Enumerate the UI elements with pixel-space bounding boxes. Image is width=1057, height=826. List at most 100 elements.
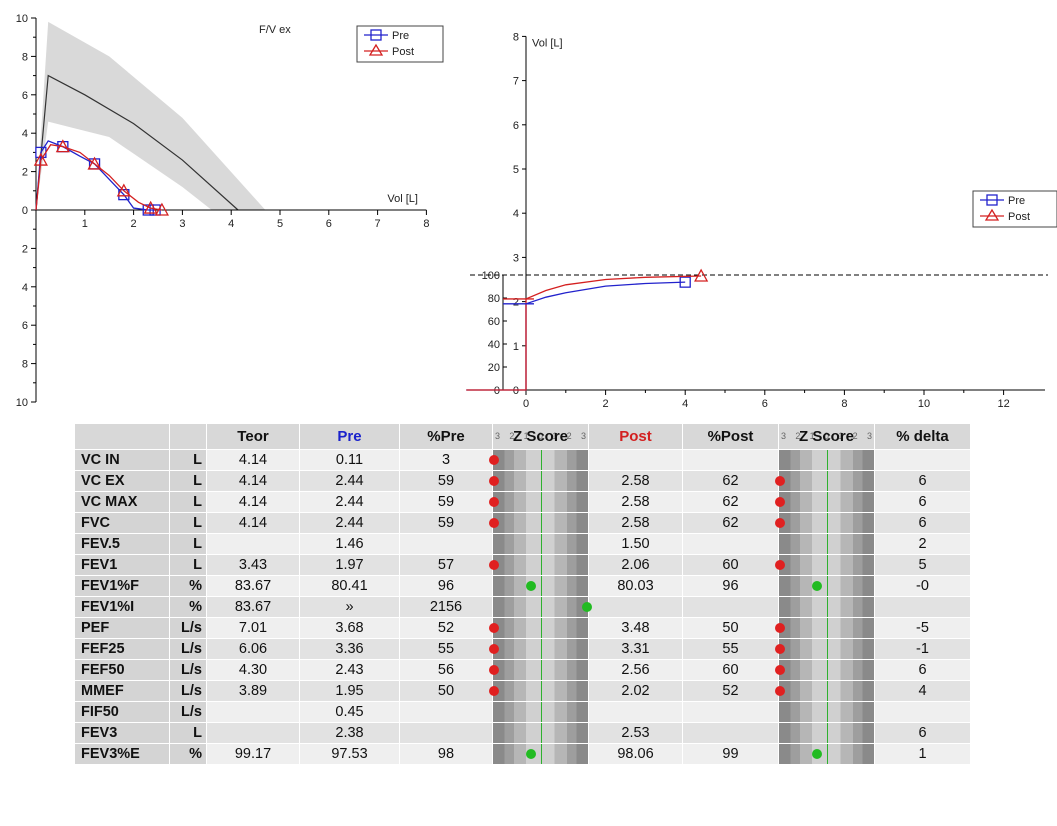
zscore-marker [488, 455, 499, 465]
cell-pct-pre: 57 [400, 555, 492, 575]
table-row: FEV1%F% 83.67 80.41 96 80.03 96 -0 [75, 576, 970, 596]
zscore-zero-line [826, 702, 828, 722]
cell-param: FEV3 [75, 723, 169, 743]
zscore-zero-line [826, 744, 828, 764]
cell-post: 2.56 [589, 660, 682, 680]
predicted-range-band [36, 21, 266, 211]
cell-delta: 1 [875, 744, 970, 764]
cell-post: 80.03 [589, 576, 682, 596]
vt-x-tick-label: 10 [918, 398, 930, 410]
y-tick-label: 6 [22, 90, 28, 102]
vt-y-tick-label: 5 [513, 164, 519, 176]
zscore-zero-line [826, 555, 828, 575]
cell-delta [875, 597, 970, 617]
cell-unit: L/s [170, 702, 206, 722]
cell-pre: » [300, 597, 399, 617]
cell-pct-pre: 55 [400, 639, 492, 659]
zscore-post-cell [779, 702, 874, 722]
cell-delta [875, 702, 970, 722]
zscore-zero-line [540, 555, 542, 575]
zscore-zero-line [540, 492, 542, 512]
y-tick-label: 10 [16, 13, 28, 25]
zscore-zero-line [826, 618, 828, 638]
cell-pct-post: 62 [683, 492, 778, 512]
zscore-zero-line [540, 618, 542, 638]
zscore-post-cell [774, 471, 874, 491]
cell-unit: % [170, 744, 206, 764]
cell-teor: 6.06 [207, 639, 299, 659]
table-row: PEF L/s 7.01 3.68 52 3.48 50 -5 [75, 618, 970, 638]
cell-teor: 4.14 [207, 471, 299, 491]
header-param [75, 424, 169, 449]
cell-unit: L/s [170, 681, 206, 701]
vt-x-tick-label: 2 [603, 398, 609, 410]
cell-pct-post: 50 [683, 618, 778, 638]
cell-pct-pre: 56 [400, 660, 492, 680]
cell-teor: 4.14 [207, 492, 299, 512]
cell-teor [207, 702, 299, 722]
vt-y-tick-label: 1 [513, 341, 519, 353]
vt-y-axis-label: Vol [L] [532, 37, 563, 49]
post-curve [35, 144, 163, 211]
zscore-zero-line [540, 513, 542, 533]
cell-unit: L [170, 723, 206, 743]
zscore-post-cell [774, 492, 874, 512]
post-marker [116, 183, 131, 197]
vt-post-marker [694, 268, 709, 282]
cell-pre: 2.43 [300, 660, 399, 680]
cell-unit: % [170, 597, 206, 617]
x-tick-label: 3 [179, 218, 185, 230]
vt-pct-tick-label: 60 [488, 316, 500, 328]
zscore-zero-line [540, 534, 542, 554]
zscore-marker [488, 518, 499, 528]
cell-pct-pre: 59 [400, 492, 492, 512]
y-tick-label: 0 [22, 205, 28, 217]
cell-pre: 0.11 [300, 450, 399, 470]
cell-pre: 1.95 [300, 681, 399, 701]
zscore-marker [774, 623, 785, 633]
cell-pct-pre: 50 [400, 681, 492, 701]
y-tick-label: 2 [22, 243, 28, 255]
zscore-pre-cell [493, 576, 588, 596]
zscore-zero-line [826, 534, 828, 554]
cell-pct-pre [400, 723, 492, 743]
vt-y-tick-label: 0 [513, 385, 519, 397]
cell-unit: L [170, 471, 206, 491]
cell-delta: 6 [875, 660, 970, 680]
cell-post: 2.58 [589, 492, 682, 512]
x-tick-label: 7 [375, 218, 381, 230]
cell-teor: 3.43 [207, 555, 299, 575]
cell-pct-pre [400, 534, 492, 554]
zscore-zero-line [540, 723, 542, 743]
predicted-curve [35, 74, 239, 211]
x-tick-label: 8 [423, 218, 429, 230]
x-tick-label: 2 [131, 218, 137, 230]
cell-unit: L [170, 492, 206, 512]
cell-post: 2.53 [589, 723, 682, 743]
cell-post [589, 597, 682, 617]
zscore-post-cell [774, 660, 874, 680]
cell-post: 2.58 [589, 471, 682, 491]
zscore-marker [488, 623, 499, 633]
table-row: VC MAX L 4.14 2.44 59 2.58 62 6 [75, 492, 970, 512]
cell-post: 3.48 [589, 618, 682, 638]
vt-y-tick-label: 3 [513, 252, 519, 264]
cell-pct-post: 62 [683, 471, 778, 491]
legend-vt-post-label: Post [1008, 211, 1030, 223]
cell-unit: L [170, 450, 206, 470]
cell-post [589, 450, 682, 470]
header-teor: Teor [207, 424, 299, 449]
zscore-zero-line [540, 450, 542, 470]
cell-pre: 2.38 [300, 723, 399, 743]
zscore-marker [774, 665, 785, 675]
table-row: FEV3 L 2.38 2.53 6 [75, 723, 970, 743]
cell-pct-post: 55 [683, 639, 778, 659]
zscore-marker [774, 497, 785, 507]
header-unit [170, 424, 206, 449]
zscore-marker [526, 581, 536, 591]
zscore-pre-cell [488, 618, 588, 638]
